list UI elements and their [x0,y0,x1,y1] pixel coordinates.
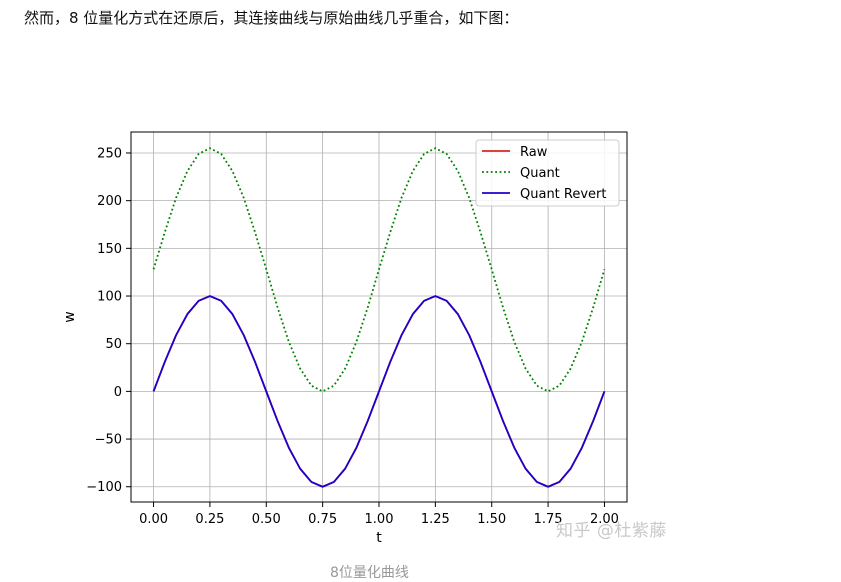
x-tick-label: 1.75 [534,512,563,527]
x-tick-label: 0.00 [139,512,168,527]
x-tick-label: 2.00 [590,512,619,527]
intro-paragraph: 然而，8 位量化方式在还原后，其连接曲线与原始曲线几乎重合，如下图： [24,9,519,27]
y-axis-label: w [62,311,78,322]
y-tick-label: 150 [97,242,122,257]
y-tick-label: 50 [105,337,122,352]
y-tick-label: −50 [95,433,122,448]
y-tick-label: 0 [114,385,122,400]
x-axis-label: t [376,530,382,546]
legend-label-2: Quant Revert [520,187,607,202]
y-tick-label: −100 [86,480,122,495]
plot-lines [152,147,606,488]
x-tick-label: 1.50 [477,512,506,527]
x-axis-ticks: 0.00 0.25 0.50 0.75 1.00 1.25 1.50 1.75 2.00 [139,502,619,527]
y-tick-label: 250 [97,146,122,161]
legend-box [475,139,620,207]
watermark-text: 知乎 @杜紫藤 [556,521,667,541]
legend: Raw Quant Quant Revert [475,139,620,207]
series-line-2 [152,295,606,488]
x-tick-label: 0.50 [252,512,281,527]
y-axis-ticks: −100 −50 0 50 100 150 200 250 [86,146,131,495]
x-tick-label: 1.25 [421,512,450,527]
x-tick-label: 0.25 [195,512,224,527]
x-tick-label: 1.00 [365,512,394,527]
legend-label-0: Raw [520,145,548,160]
legend-label-1: Quant [520,166,560,181]
x-tick-label: 0.75 [308,512,337,527]
y-tick-label: 200 [97,194,122,209]
figure-caption: 8位量化曲线 [330,565,409,581]
series-line-1 [152,147,606,393]
y-tick-label: 100 [97,290,122,305]
